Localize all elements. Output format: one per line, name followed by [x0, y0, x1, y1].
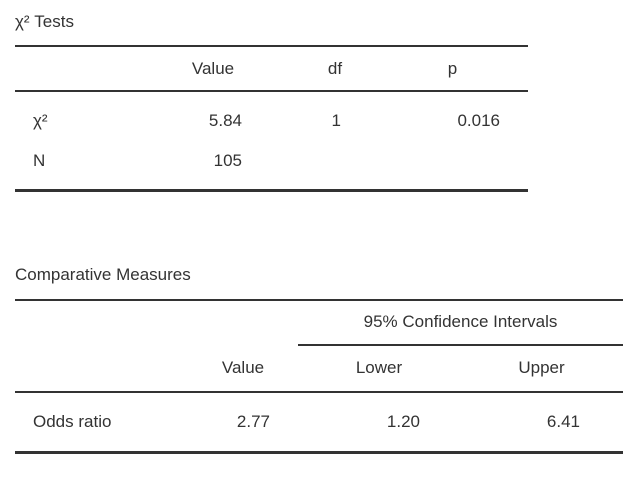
column-header-empty [15, 46, 133, 92]
row-label-odds-ratio: Odds ratio [33, 411, 112, 431]
confidence-interval-spanner-label: 95% Confidence Intervals [298, 299, 624, 346]
spacer-row [15, 91, 528, 101]
cell-n-p [377, 141, 528, 181]
confidence-interval-spanner-row: 95% Confidence Intervals [15, 299, 624, 346]
column-header-p: p [377, 46, 528, 92]
table-row-chi2: χ² 5.84 1 0.016 [15, 101, 528, 141]
column-header-lower: Lower [298, 344, 460, 393]
row-label-chi2: χ² [33, 111, 48, 130]
cell-odds-ratio-upper: 6.41 [546, 411, 581, 431]
comparative-header-row: Value Lower Upper [15, 344, 624, 393]
row-label-n: N [33, 151, 46, 170]
column-header-value: Value [188, 344, 298, 393]
cell-odds-ratio-lower: 1.20 [386, 411, 420, 431]
comparative-measures-table: 95% Confidence Intervals Value Lower Upp… [15, 298, 624, 454]
results-panel: χ² Tests Value df p χ² 5.84 1 0.01 [15, 12, 624, 454]
column-header-value: Value [133, 46, 293, 92]
cell-chi2-p: 0.016 [457, 111, 500, 130]
column-header-upper: Upper [460, 344, 624, 393]
column-header-empty [15, 344, 188, 393]
table-row-n: N 105 [15, 141, 528, 181]
cell-odds-ratio-value: 2.77 [236, 411, 270, 431]
spacer-row [15, 181, 528, 190]
comparative-table-title: Comparative Measures [15, 264, 191, 284]
cell-chi2-df: 1 [331, 111, 341, 130]
cell-n-df [293, 141, 377, 181]
table-row-odds-ratio: Odds ratio 2.77 1.20 6.41 [15, 392, 623, 453]
chi-square-header-row: Value df p [15, 46, 528, 92]
chi-square-table-title: χ² Tests [15, 12, 74, 31]
cell-n-value: 105 [213, 151, 242, 170]
spanner-gap [15, 300, 298, 345]
cell-chi2-value: 5.84 [208, 111, 242, 130]
column-header-df: df [293, 46, 377, 92]
chi-square-table: Value df p χ² 5.84 1 0.016 N 105 [15, 45, 528, 192]
